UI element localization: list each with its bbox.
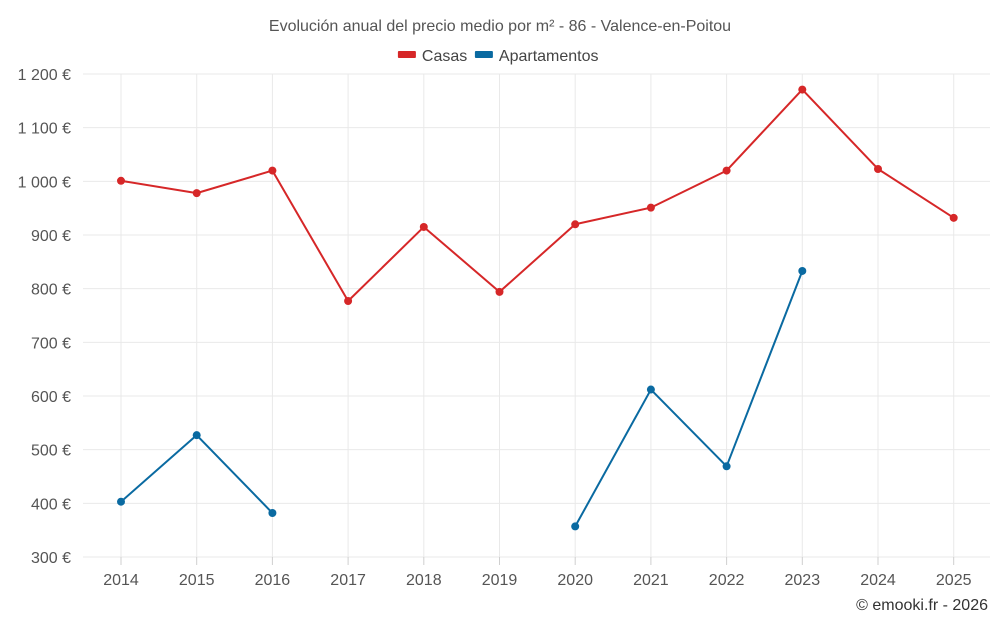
data-point-casas[interactable]: [798, 85, 807, 94]
axes: 300 € 400 € 500 € 600 € 700 € 800 € 900 € 1 000…: [18, 67, 972, 589]
legend-item-apartamentos[interactable]: Apartamentos: [474, 48, 599, 65]
data-point-apartamentos[interactable]: [571, 522, 580, 531]
y-tick-label: 300 €: [31, 550, 71, 567]
data-point-casas[interactable]: [722, 166, 731, 175]
x-tick-label: 2019: [482, 572, 518, 589]
chart-title: Evolución anual del precio medio por m² …: [269, 18, 731, 35]
data-point-casas[interactable]: [949, 213, 958, 222]
y-tick-label: 800 €: [31, 282, 71, 299]
x-tick-label: 2021: [633, 572, 669, 589]
x-tick-label: 2024: [860, 572, 896, 589]
series-line-apartamentos: [574, 270, 804, 527]
data-point-casas[interactable]: [419, 222, 428, 231]
y-tick-label: 1 200 €: [18, 67, 71, 84]
x-tick-label: 2018: [406, 572, 442, 589]
series-apartamentos: [117, 266, 807, 531]
data-point-casas[interactable]: [344, 297, 353, 306]
data-point-casas[interactable]: [646, 203, 655, 212]
y-tick-label: 1 000 €: [18, 174, 71, 191]
y-tick-label: 1 100 €: [18, 121, 71, 138]
data-point-casas[interactable]: [874, 164, 882, 173]
data-point-apartamentos[interactable]: [268, 508, 277, 517]
x-tick-label: 2023: [785, 572, 821, 589]
legend-swatch-apartamentos: [474, 51, 493, 58]
credit-text: © emooki.fr - 2026: [856, 597, 988, 614]
y-tick-label: 900 €: [31, 228, 71, 245]
data-point-casas[interactable]: [192, 189, 201, 198]
legend-label-casas: Casas: [422, 48, 467, 65]
data-point-apartamentos[interactable]: [117, 497, 125, 506]
x-tick-label: 2015: [179, 572, 215, 589]
y-tick-label: 700 €: [31, 335, 71, 352]
y-tick-label: 400 €: [31, 496, 71, 513]
x-tick-label: 2022: [709, 572, 745, 589]
legend-item-casas[interactable]: Casas: [397, 48, 467, 65]
x-tick-label: 2014: [103, 572, 139, 589]
data-point-apartamentos[interactable]: [798, 266, 807, 275]
grid: [83, 73, 990, 558]
data-point-casas[interactable]: [117, 176, 125, 185]
x-tick-label: 2017: [330, 572, 366, 589]
data-point-apartamentos[interactable]: [722, 462, 731, 471]
data-point-apartamentos[interactable]: [646, 385, 655, 394]
data-point-casas[interactable]: [495, 287, 504, 296]
data-point-apartamentos[interactable]: [192, 431, 201, 440]
y-tick-label: 600 €: [31, 389, 71, 406]
x-tick-label: 2016: [255, 572, 291, 589]
data-point-casas[interactable]: [268, 166, 277, 175]
x-tick-label: 2025: [936, 572, 972, 589]
y-tick-label: 500 €: [31, 443, 71, 460]
legend-swatch-casas: [397, 51, 416, 58]
series-casas: [117, 85, 958, 306]
legend-label-apartamentos: Apartamentos: [499, 48, 599, 65]
legend[interactable]: Casas Apartamentos: [397, 48, 599, 65]
data-point-casas[interactable]: [571, 220, 580, 229]
x-tick-label: 2020: [557, 572, 593, 589]
series-line-casas: [120, 88, 955, 303]
series: [117, 85, 958, 531]
